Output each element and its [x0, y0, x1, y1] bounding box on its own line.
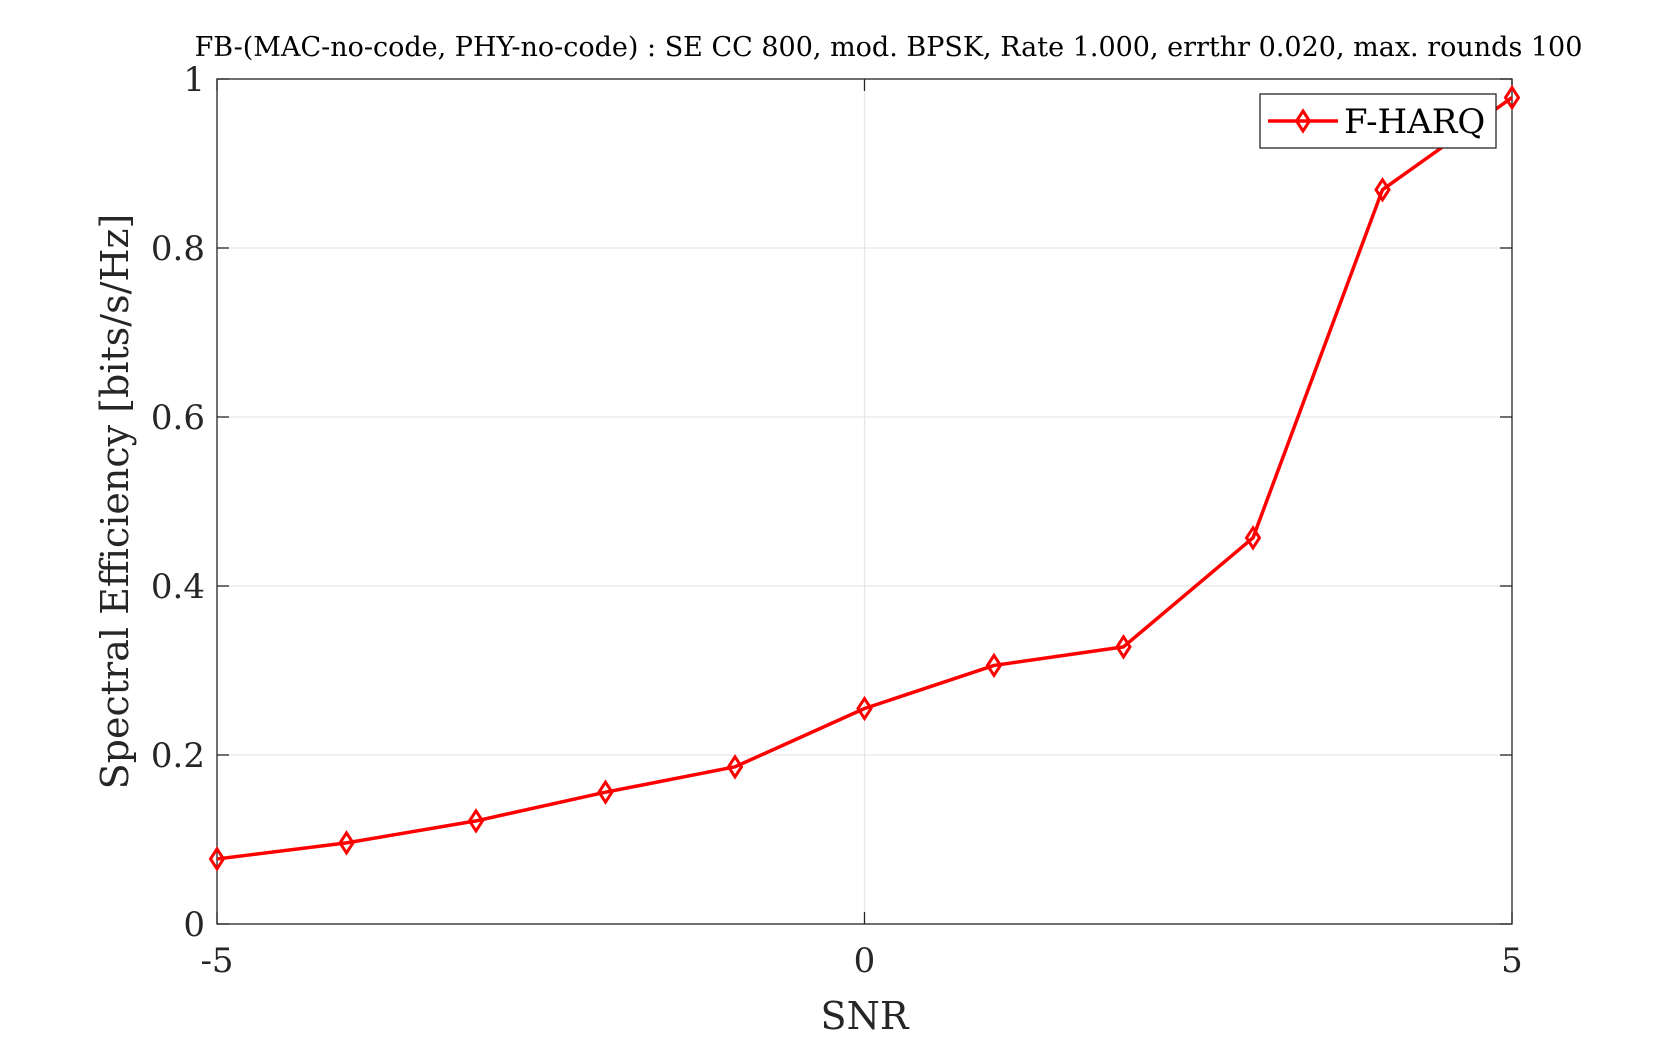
y-tick-label: 0.2 [151, 736, 205, 776]
legend-marker-diamond-icon [1294, 108, 1312, 134]
y-tick-label: 0.8 [151, 229, 205, 269]
data-point-marker [1503, 84, 1521, 111]
legend: F-HARQ [1259, 93, 1497, 149]
data-point-marker [208, 846, 226, 872]
x-tick-label: 5 [1501, 941, 1523, 981]
y-tick-label: 0 [183, 905, 205, 945]
y-tick-label: 0.6 [151, 398, 205, 438]
data-point-marker [1374, 176, 1391, 203]
chart-title: FB-(MAC-no-code, PHY-no-code) : SE CC 80… [195, 32, 1583, 63]
data-point-marker [726, 754, 744, 780]
series-layer [208, 84, 1521, 872]
data-point-marker [467, 808, 485, 834]
y-tick-label: 1 [183, 60, 205, 100]
y-tick-label: 0.4 [151, 567, 205, 607]
data-point-marker [856, 695, 873, 722]
x-tick-label: -5 [200, 941, 233, 981]
x-tick-label: 0 [854, 941, 876, 981]
y-axis-label: Spectral Efficiency [bits/s/Hz] [93, 214, 137, 790]
series-line-0 [216, 96, 1514, 861]
data-point-marker [1115, 634, 1132, 660]
data-point-marker [338, 830, 355, 856]
data-point-marker [1244, 525, 1262, 551]
axis-ticks: 00.20.40.60.81-5 0 5 [151, 60, 1523, 981]
x-axis-label: SNR [821, 994, 910, 1038]
data-point-marker [985, 652, 1003, 679]
legend-label-f-harq: F-HARQ [1344, 102, 1485, 142]
data-point-marker [597, 779, 614, 805]
